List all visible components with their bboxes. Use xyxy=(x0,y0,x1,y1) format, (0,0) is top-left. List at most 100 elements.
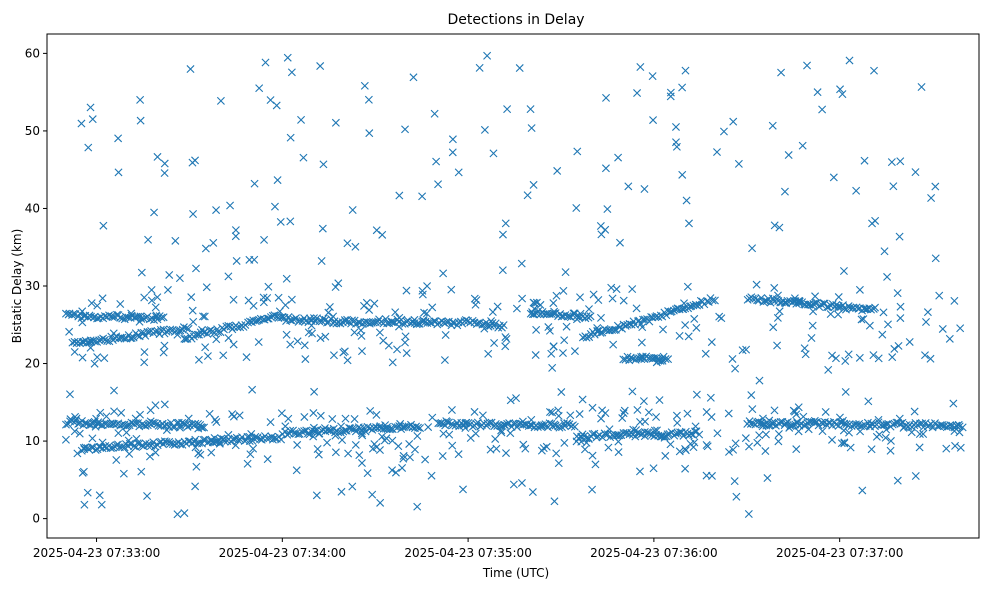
detection-point xyxy=(501,333,510,342)
detection-point xyxy=(818,105,827,114)
detection-point xyxy=(356,326,365,335)
detection-point xyxy=(560,438,569,447)
detection-point xyxy=(530,299,539,308)
detection-point xyxy=(719,127,728,136)
detection-point xyxy=(261,58,270,67)
detection-point xyxy=(729,445,738,454)
detection-point xyxy=(572,437,581,446)
detection-point xyxy=(601,409,610,418)
x-tick-label: 2025-04-23 07:35:00 xyxy=(404,546,531,560)
detection-point xyxy=(857,315,866,324)
x-tick-label: 2025-04-23 07:36:00 xyxy=(590,546,717,560)
detection-point xyxy=(536,300,545,309)
detection-point xyxy=(570,347,579,356)
detection-point xyxy=(375,328,384,337)
detection-point xyxy=(578,333,587,342)
detection-point xyxy=(926,354,935,363)
detection-point xyxy=(531,351,540,360)
y-axis-label: Bistatic Delay (km) xyxy=(10,229,24,344)
detection-point xyxy=(405,453,414,462)
detection-point xyxy=(744,510,753,518)
detection-point xyxy=(523,191,532,200)
detection-point xyxy=(701,349,710,358)
detection-point xyxy=(430,109,439,118)
detection-point xyxy=(503,419,512,428)
detection-point xyxy=(88,115,97,124)
detection-point xyxy=(358,347,366,356)
detection-point xyxy=(649,116,658,125)
detection-point xyxy=(108,313,117,322)
detection-point xyxy=(301,355,310,364)
detection-point xyxy=(485,418,494,427)
detection-point xyxy=(96,408,105,417)
detection-point xyxy=(547,419,556,428)
detection-point xyxy=(315,317,324,326)
detection-point xyxy=(887,158,896,167)
detection-point xyxy=(399,454,408,463)
detection-point xyxy=(715,312,724,321)
detection-point xyxy=(896,157,905,166)
detection-point xyxy=(637,338,646,347)
detection-point xyxy=(277,409,286,418)
detection-point xyxy=(410,315,419,324)
detection-point xyxy=(309,409,318,418)
detection-point xyxy=(498,421,507,430)
detection-point xyxy=(343,239,352,248)
detection-point xyxy=(132,434,141,443)
detection-point xyxy=(604,443,613,452)
detection-point xyxy=(88,434,97,443)
detection-point xyxy=(949,399,958,408)
detection-point xyxy=(852,186,861,195)
detection-point xyxy=(553,166,562,175)
detection-point xyxy=(837,439,846,448)
detection-point xyxy=(588,403,597,412)
detection-point xyxy=(224,430,233,439)
detection-point xyxy=(144,235,153,244)
detection-point xyxy=(459,421,468,430)
detection-point xyxy=(686,439,695,448)
detection-point xyxy=(838,416,847,425)
detection-point xyxy=(506,429,515,438)
detection-point xyxy=(584,305,593,314)
detection-point xyxy=(255,84,264,93)
detection-point xyxy=(81,418,90,427)
detection-point xyxy=(503,105,512,114)
detection-point xyxy=(195,438,204,447)
detection-point xyxy=(192,264,200,273)
detection-point xyxy=(152,311,161,320)
detection-point xyxy=(264,282,273,291)
detection-point xyxy=(365,305,374,314)
detection-point xyxy=(300,412,309,421)
detection-point xyxy=(149,438,158,447)
y-tick-label: 60 xyxy=(25,46,40,60)
detection-point xyxy=(182,324,191,333)
detection-point xyxy=(734,159,743,168)
detection-point xyxy=(491,319,500,328)
detection-point xyxy=(137,467,146,476)
detection-point xyxy=(773,341,782,350)
detection-point xyxy=(231,232,240,241)
detection-point xyxy=(412,422,421,431)
detection-point xyxy=(745,417,754,426)
detection-point xyxy=(466,434,475,443)
detection-point xyxy=(203,352,212,361)
detection-point xyxy=(770,283,779,292)
detection-point xyxy=(518,294,527,303)
detection-point xyxy=(557,388,566,397)
detection-point xyxy=(178,418,187,427)
detection-point xyxy=(911,168,920,177)
detection-point xyxy=(632,426,641,435)
detection-point xyxy=(690,314,699,323)
detection-point xyxy=(675,447,684,456)
y-tick-label: 20 xyxy=(25,357,40,371)
detection-point xyxy=(208,438,217,447)
detection-point xyxy=(707,471,716,480)
detection-point xyxy=(748,244,757,253)
detection-point xyxy=(615,431,624,440)
detection-point xyxy=(575,410,584,419)
detection-point xyxy=(157,313,166,322)
detection-point xyxy=(183,422,192,431)
detection-point xyxy=(636,62,645,71)
detection-point xyxy=(552,291,561,300)
detection-point xyxy=(232,256,241,265)
